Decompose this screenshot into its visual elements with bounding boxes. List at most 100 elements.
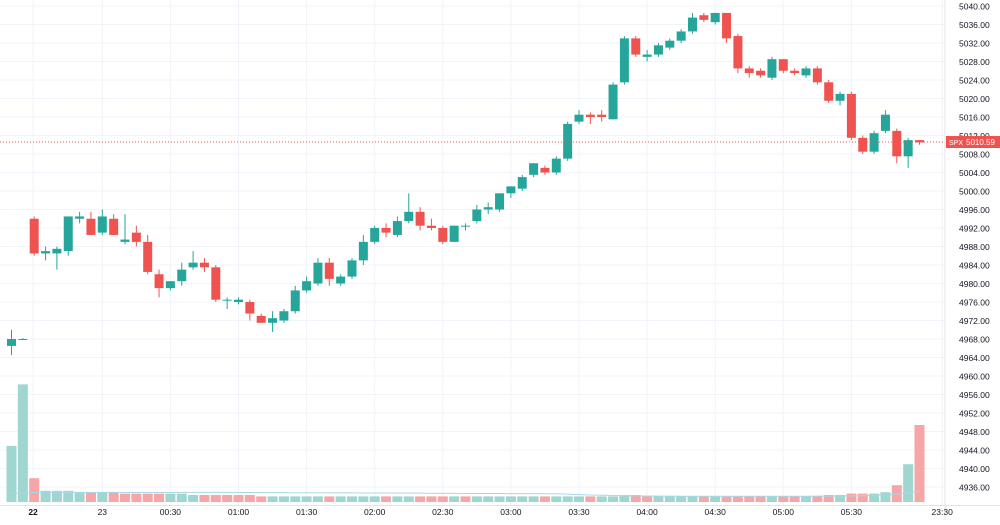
candle-body: [585, 114, 595, 117]
x-tick-label: 00:30: [160, 507, 182, 517]
volume-bar: [744, 496, 755, 502]
price-axis[interactable]: 5040.00 5036.00 5032.00 5028.00 5024.00 5020.…: [959, 2, 990, 493]
volume-bar: [585, 496, 596, 502]
x-tick-label: 05:00: [773, 507, 795, 517]
volume-bar: [483, 496, 494, 502]
y-tick-label: 5024.00: [959, 76, 990, 86]
candle-body: [790, 70, 800, 74]
x-tick-label: 05:30: [841, 507, 863, 517]
candle-body: [631, 38, 641, 55]
volume-bar: [857, 493, 868, 502]
candle-body: [438, 228, 448, 242]
candle-body: [483, 207, 493, 210]
last-price-badge-bg: [946, 136, 1000, 149]
x-tick-label: 01:00: [228, 507, 250, 517]
time-axis[interactable]: 22 23 00:30 01:00 01:30 02:00 02:30 03:00 03:30 0…: [28, 507, 953, 517]
y-tick-label: 4952.00: [959, 409, 990, 419]
volume-bar: [710, 496, 721, 502]
candle-body: [744, 68, 754, 74]
volume-bar: [256, 496, 267, 502]
y-tick-label: 4936.00: [959, 483, 990, 493]
candle-body: [154, 274, 164, 289]
candle-body: [347, 260, 357, 277]
candle-body: [767, 59, 777, 78]
volume-bar: [437, 496, 448, 502]
volume-bar: [267, 496, 278, 502]
volume-bar: [869, 493, 880, 502]
volume-bar: [891, 485, 902, 502]
volume-bar: [176, 493, 187, 502]
volume-bar: [505, 496, 516, 502]
volume-bar: [312, 496, 323, 502]
candle-body: [302, 281, 312, 291]
volume-bar: [358, 496, 369, 502]
candle-body: [540, 167, 550, 173]
candle-body: [778, 59, 788, 71]
candle-body: [188, 262, 198, 268]
volume-bar: [29, 478, 40, 502]
candle-body: [517, 177, 527, 189]
candle-body: [812, 68, 822, 83]
volume-bar: [347, 496, 357, 502]
y-tick-label: 4992.00: [959, 224, 990, 234]
volume-bar: [528, 496, 539, 502]
volume-bar: [755, 496, 766, 502]
candle-body: [903, 140, 913, 157]
candle-body: [597, 114, 607, 117]
x-tick-label: 23:30: [932, 507, 954, 517]
candle-body: [733, 36, 743, 69]
volume-bars: [6, 384, 925, 502]
volume-bar: [494, 496, 505, 502]
candle-body: [290, 290, 300, 312]
volume-bar: [801, 496, 811, 502]
volume-ma: [11, 490, 920, 497]
candle-body: [143, 241, 153, 272]
y-tick-label: 4976.00: [959, 298, 990, 308]
candle-body: [336, 276, 346, 284]
volume-bar: [596, 496, 607, 502]
volume-bar: [642, 496, 653, 502]
last-price-value: 5010.59: [966, 138, 995, 147]
volume-bar: [154, 493, 165, 502]
candle-body: [608, 84, 618, 120]
candle-body: [506, 186, 516, 194]
candle-body: [699, 15, 709, 20]
y-tick-label: 5032.00: [959, 39, 990, 49]
y-tick-label: 4972.00: [959, 316, 990, 326]
volume-bar: [460, 496, 471, 502]
volume-bar: [74, 492, 85, 502]
candle-body: [551, 158, 561, 173]
volume-bar: [630, 495, 641, 502]
volume-bar: [846, 493, 857, 502]
volume-bar: [335, 496, 346, 502]
candle-body: [75, 216, 85, 219]
candle-body: [324, 262, 334, 279]
candle-body: [177, 269, 187, 282]
volume-bar: [517, 496, 528, 502]
candle-body: [880, 114, 890, 131]
volume-bar: [619, 495, 630, 502]
candle-body: [915, 140, 924, 143]
volume-bar: [687, 496, 698, 502]
candle-body: [722, 12, 732, 39]
volume-bar: [97, 492, 108, 502]
candle-body: [858, 137, 868, 152]
volume-bar: [244, 495, 255, 502]
x-tick-label: 04:30: [705, 507, 727, 517]
volume-bar: [608, 496, 619, 502]
candle-body: [370, 228, 380, 242]
volume-bar: [653, 496, 664, 502]
x-tick-label: 03:30: [568, 507, 590, 517]
volume-bar: [210, 495, 221, 502]
candle-body: [846, 93, 856, 138]
volume-bar: [142, 493, 153, 502]
volume-bar: [664, 496, 675, 502]
y-tick-label: 5008.00: [959, 150, 990, 160]
candle-body: [495, 193, 505, 210]
volume-bar: [381, 496, 392, 502]
candle-body: [404, 211, 414, 222]
candle-body: [642, 54, 652, 57]
candle-body: [86, 218, 96, 235]
